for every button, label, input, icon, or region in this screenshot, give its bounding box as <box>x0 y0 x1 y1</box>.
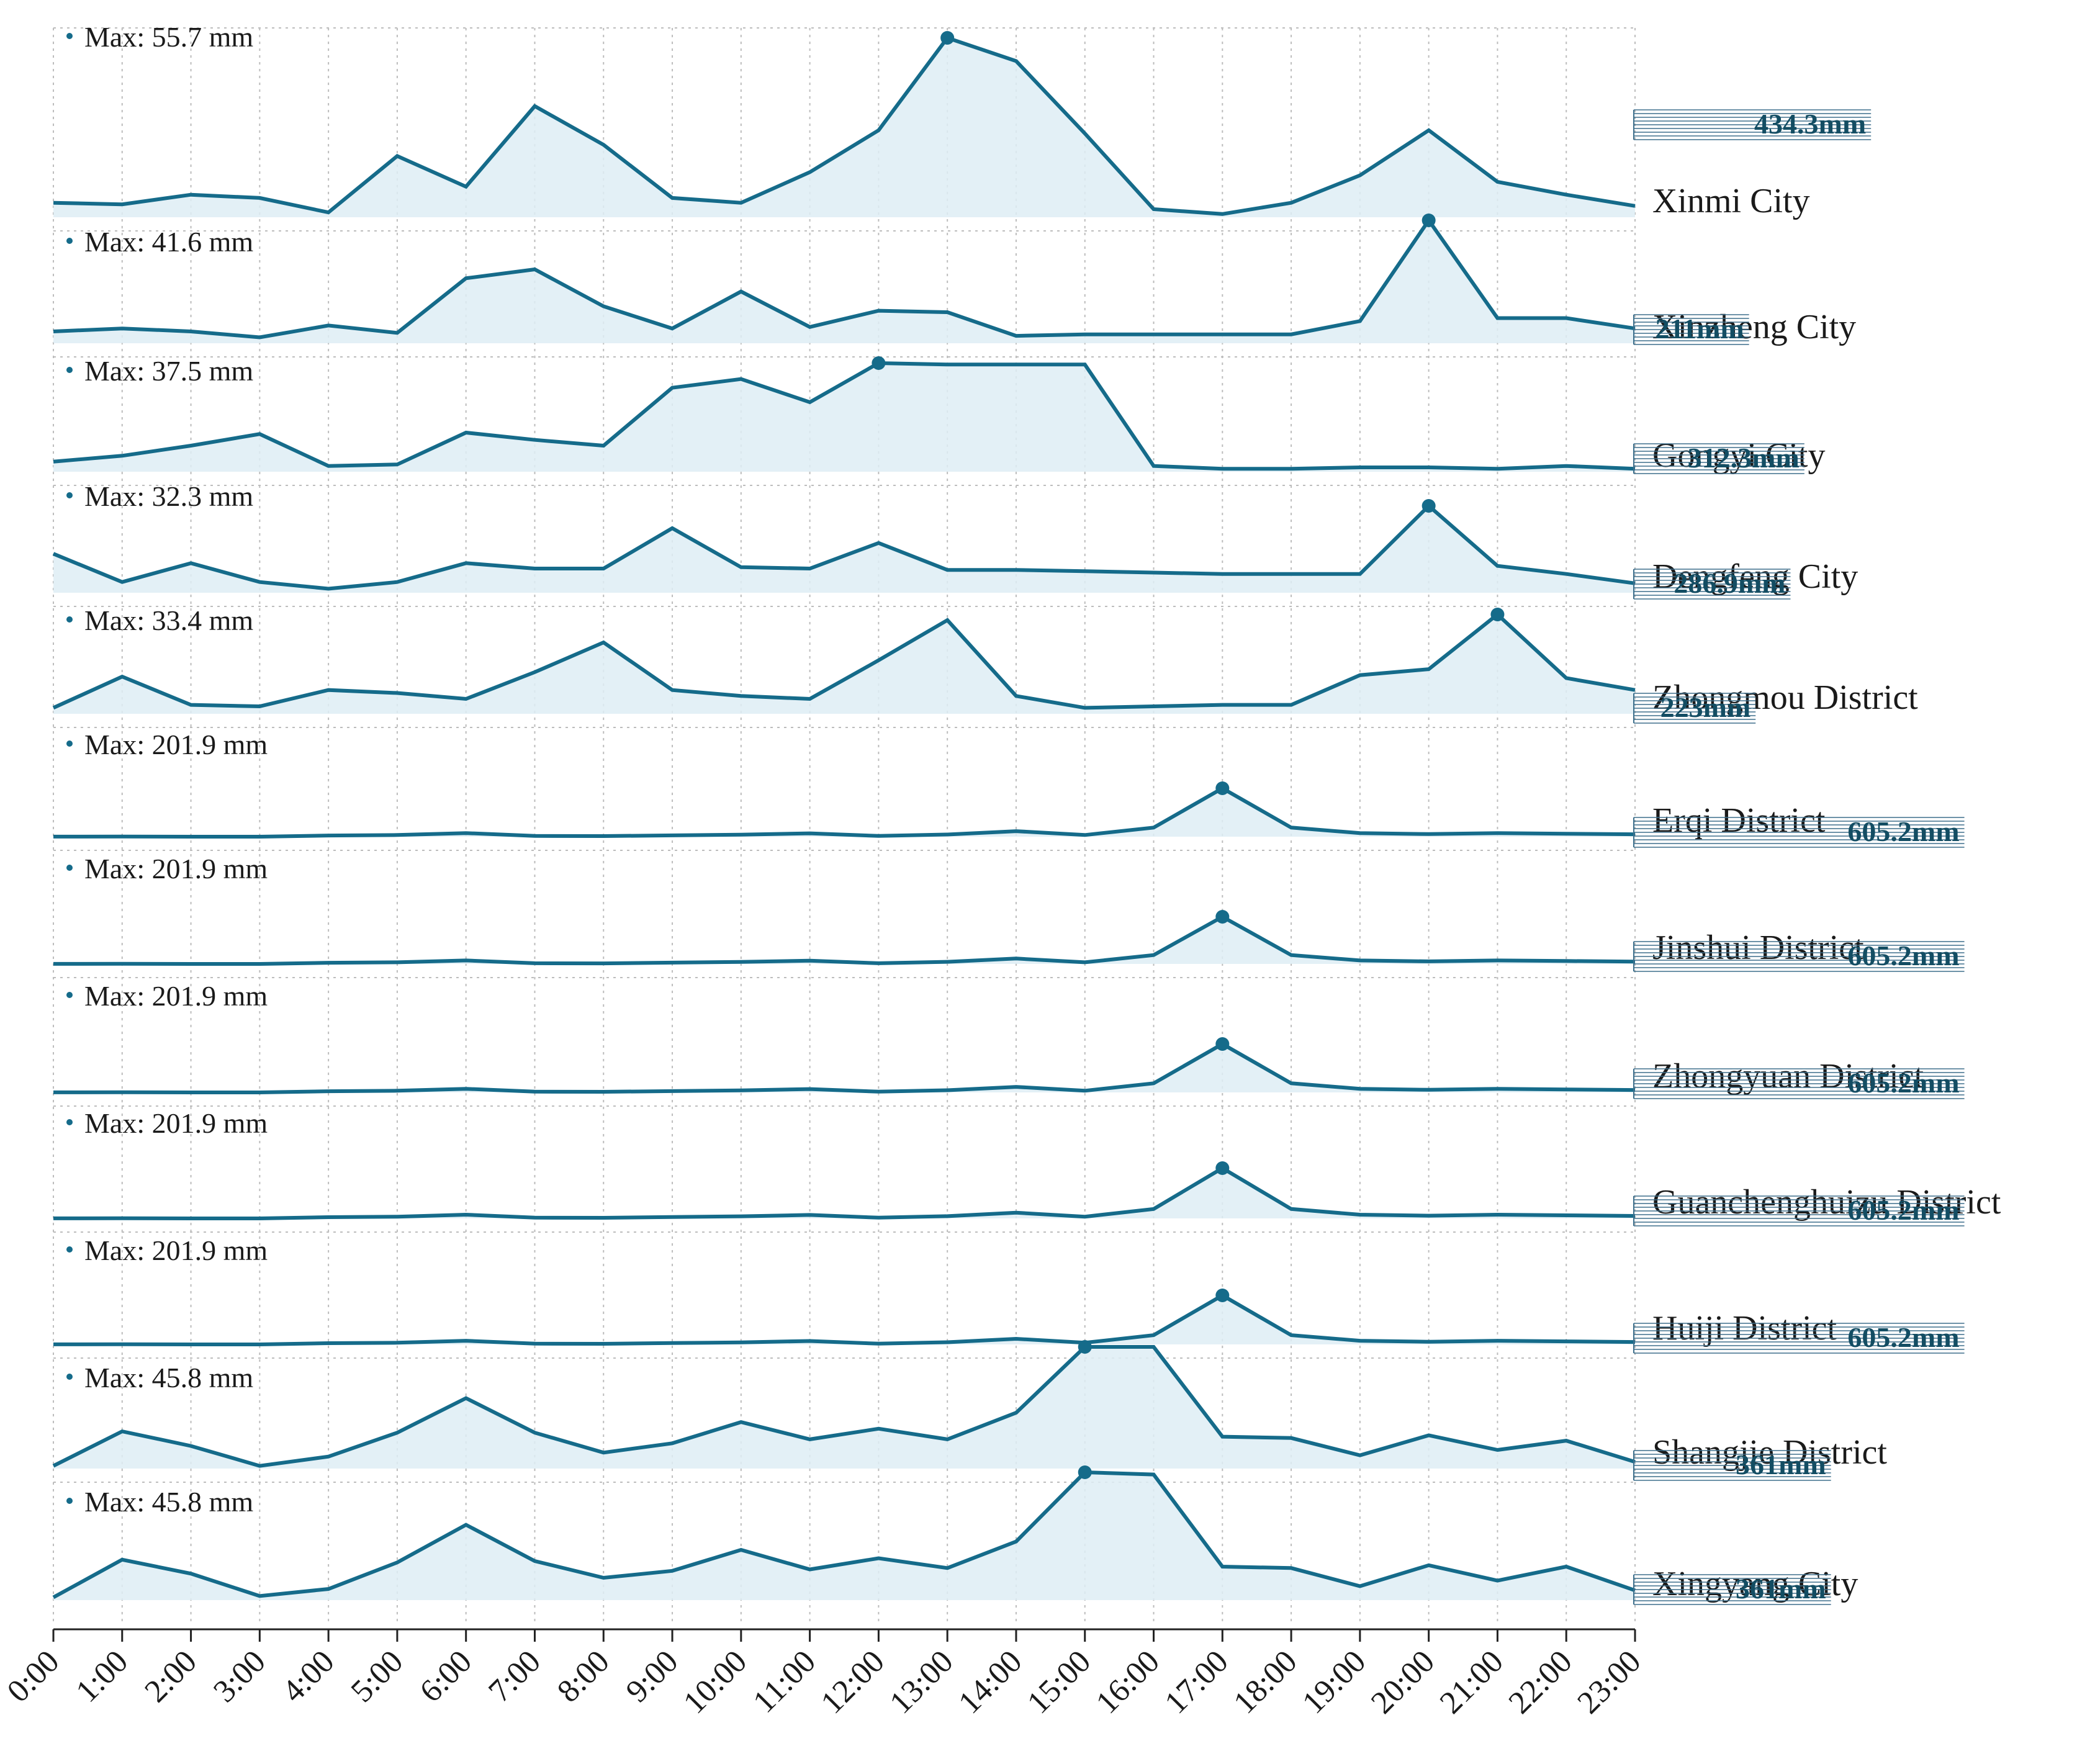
max-label-jinshui-district: Max: 201.9 mm <box>84 853 268 884</box>
area-huiji-district <box>53 1295 1635 1344</box>
total-label-gongyi-city: 312.3mm <box>1688 442 1800 474</box>
line-huiji-district <box>53 1293 1636 1346</box>
total-label-xingyang-city: 361mm <box>1736 1573 1826 1604</box>
total-bar-erqi-district <box>1633 817 1965 848</box>
max-label-xingyang-city: Max: 45.8 mm <box>84 1486 253 1518</box>
series-name-erqi-district: Erqi District <box>1652 801 1826 840</box>
line-guanchenghuizu-district <box>53 1166 1636 1220</box>
total-label-xinzheng-city: 211mm <box>1656 313 1744 344</box>
max-marker-guanchenghuizu-district <box>1215 1161 1230 1175</box>
max-bullet-zhongyuan-district <box>66 992 73 998</box>
max-label-gongyi-city: Max: 37.5 mm <box>84 355 253 387</box>
max-label-dengfeng-city: Max: 32.3 mm <box>84 480 253 512</box>
total-label-zhongmou-district: 223mm <box>1660 691 1751 723</box>
series-name-huiji-district: Huiji District <box>1652 1309 1837 1348</box>
line-zhongmou-district <box>52 612 1636 710</box>
max-marker-xinzheng-city <box>1421 214 1436 227</box>
max-marker-xingyang-city <box>1078 1465 1092 1479</box>
area-zhongmou-district <box>53 614 1635 714</box>
total-label-guanchenghuizu-district: 605.2mm <box>1847 1194 1959 1226</box>
line-dengfeng-city <box>52 503 1636 591</box>
total-label-shangjie-district: 361mm <box>1736 1449 1826 1480</box>
total-label-huiji-district: 605.2mm <box>1847 1321 1959 1353</box>
grid-lines <box>53 27 1636 1623</box>
max-bullet-jinshui-district <box>66 865 73 871</box>
series-name-zhongmou-district: Zhongmou District <box>1652 678 1918 717</box>
max-bullet-xinmi-city <box>66 33 73 39</box>
total-bar-zhongmou-district <box>1633 693 1756 724</box>
total-bar-jinshui-district <box>1633 941 1965 972</box>
max-label-erqi-district: Max: 201.9 mm <box>84 729 268 760</box>
total-bar-shangjie-district <box>1633 1450 1831 1481</box>
line-jinshui-district <box>53 914 1636 966</box>
max-label-zhongmou-district: Max: 33.4 mm <box>84 605 253 636</box>
total-bar-huiji-district <box>1633 1323 1965 1354</box>
max-markers <box>872 31 1505 1479</box>
max-marker-zhongyuan-district <box>1215 1037 1230 1051</box>
max-bullet-zhongmou-district <box>66 616 73 623</box>
line-xinzheng-city <box>53 217 1636 340</box>
series-name-jinshui-district: Jinshui District <box>1652 929 1864 967</box>
max-bullet-gongyi-city <box>66 367 73 373</box>
line-xingyang-city <box>52 1470 1636 1600</box>
total-bar-xingyang-city <box>1633 1574 1831 1605</box>
total-bar-gongyi-city <box>1633 443 1804 474</box>
total-bar-zhongyuan-district <box>1633 1068 1965 1099</box>
max-marker-shangjie-district <box>1078 1340 1092 1354</box>
line-xinmi-city <box>53 35 1636 216</box>
total-bar-xinzheng-city <box>1633 314 1749 345</box>
max-marker-huiji-district <box>1215 1289 1230 1302</box>
max-marker-xinmi-city <box>940 31 955 45</box>
area-guanchenghuizu-district <box>53 1168 1635 1218</box>
total-label-xinmi-city: 434.3mm <box>1754 108 1866 140</box>
max-bullet-dengfeng-city <box>66 492 73 498</box>
line-erqi-district <box>53 786 1636 839</box>
max-bullet-xinzheng-city <box>66 238 73 244</box>
max-label-shangjie-district: Max: 45.8 mm <box>84 1362 253 1393</box>
line-zhongyuan-district <box>53 1042 1636 1094</box>
max-bullet-huiji-district <box>66 1246 73 1253</box>
max-label-zhongyuan-district: Max: 201.9 mm <box>84 980 268 1012</box>
max-label-huiji-district: Max: 201.9 mm <box>84 1235 268 1266</box>
total-bar-xinmi-city <box>1633 109 1872 140</box>
total-label-jinshui-district: 605.2mm <box>1847 940 1959 971</box>
max-marker-zhongmou-district <box>1490 608 1505 621</box>
max-bullet-shangjie-district <box>66 1374 73 1380</box>
total-bar-dengfeng-city <box>1633 569 1791 600</box>
line-shangjie-district <box>52 1345 1636 1468</box>
area-erqi-district <box>53 788 1635 837</box>
max-marker-gongyi-city <box>872 356 886 370</box>
max-label-xinmi-city: Max: 55.7 mm <box>84 21 253 53</box>
max-marker-erqi-district <box>1215 781 1230 795</box>
total-label-zhongyuan-district: 605.2mm <box>1847 1067 1959 1099</box>
max-bullet-guanchenghuizu-district <box>66 1119 73 1125</box>
total-label-dengfeng-city: 286.9mm <box>1674 567 1785 599</box>
area-zhongyuan-district <box>53 1044 1635 1092</box>
area-dengfeng-city <box>53 506 1635 593</box>
max-bullet-erqi-district <box>66 740 73 747</box>
series-name-xinmi-city: Xinmi City <box>1652 182 1810 220</box>
max-label-xinzheng-city: Max: 41.6 mm <box>84 226 253 258</box>
area-gongyi-city <box>53 363 1635 472</box>
total-bars: 434.3mm 211mm 312.3mm 286.9mm 223mm 605.2mm 60… <box>1633 108 1965 1605</box>
max-marker-jinshui-district <box>1215 910 1230 924</box>
area-xinzheng-city <box>53 220 1635 343</box>
line-gongyi-city <box>53 361 1636 471</box>
area-xinmi-city <box>53 38 1635 217</box>
series-lines <box>52 35 1636 1600</box>
max-bullet-xingyang-city <box>66 1498 73 1504</box>
max-marker-dengfeng-city <box>1421 499 1436 513</box>
max-label-guanchenghuizu-district: Max: 201.9 mm <box>84 1107 268 1139</box>
total-label-erqi-district: 605.2mm <box>1847 816 1959 847</box>
series-name-gongyi-city: Gongyi City <box>1652 436 1825 475</box>
total-bar-guanchenghuizu-district <box>1633 1195 1965 1226</box>
area-jinshui-district <box>53 917 1635 964</box>
